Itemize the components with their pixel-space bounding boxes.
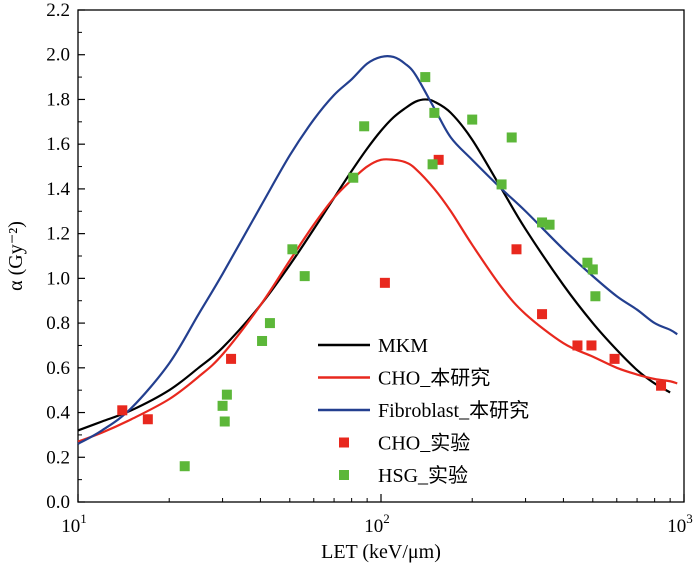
x-tick-label: 103 [667,511,693,537]
y-axis-label: α (Gy⁻²) [5,221,27,291]
series-point-3 [511,244,522,255]
series-point-4 [264,318,275,329]
series-point-4 [217,400,228,411]
series-point-4 [582,257,593,268]
y-tick-label: 2.2 [46,0,70,21]
series-point-3 [117,405,128,416]
series-point-4 [587,264,598,275]
series-line-2 [77,55,678,445]
series-point-4 [467,114,478,125]
series-point-4 [427,159,438,170]
series-point-4 [221,389,232,400]
series-point-4 [348,172,359,183]
y-tick-label: 1.8 [46,89,70,110]
series-point-3 [433,154,444,165]
y-tick-label: 1.4 [46,179,70,200]
series-point-4 [359,121,370,132]
y-tick-label: 1.2 [46,224,70,245]
legend-label: CHO_实验 [378,432,470,455]
legend-label: HSG_实验 [378,464,468,487]
series-point-4 [506,132,517,143]
series-point-4 [257,335,268,346]
y-tick-label: 0.4 [46,403,70,424]
series-point-4 [590,291,601,302]
series-point-3 [586,340,597,351]
series-point-4 [420,72,431,83]
series-point-3 [537,309,548,320]
legend-marker-swatch [339,437,349,448]
legend-label: MKM [378,335,428,357]
y-tick-label: 1.6 [46,134,70,155]
series-point-4 [179,461,190,472]
y-tick-label: 0.2 [46,447,70,468]
series-point-3 [142,414,153,425]
x-tick-label: 102 [364,511,390,537]
y-tick-label: 0.8 [46,313,70,334]
series-line-1 [77,158,678,443]
series-line-0 [77,98,671,432]
series-point-3 [572,340,583,351]
series-point-3 [379,277,390,288]
x-axis-label: LET (keV/μm) [321,541,441,563]
series-point-4 [496,179,507,190]
legend-marker-swatch [339,470,349,480]
series-point-3 [226,353,237,364]
series-point-4 [287,244,298,255]
y-tick-label: 1.0 [46,268,70,289]
series-point-4 [219,416,230,427]
axes: 0.0 0.2 0.4 0.6 0.8 1.0 1.2 1.4 1.6 1.8 2.0 2.2 101 1… [46,0,693,537]
series-point-3 [656,380,667,391]
legend: MKM CHO_本研究 Fibroblast_本研究 CHO_实验 HSG_实验 [318,335,529,487]
series-point-4 [544,219,555,230]
plot-frame [77,9,685,503]
legend-label: CHO_本研究 [378,367,490,390]
x-tick-label: 101 [61,511,87,537]
plot-area [77,55,678,472]
legend-label: Fibroblast_本研究 [378,399,529,422]
series-point-4 [299,271,310,282]
y-tick-label: 0.0 [46,492,70,513]
y-tick-label: 0.6 [46,358,70,379]
y-tick-label: 2.0 [46,45,70,66]
series-point-4 [537,217,548,228]
series-point-4 [429,107,440,118]
series-point-3 [609,353,620,364]
